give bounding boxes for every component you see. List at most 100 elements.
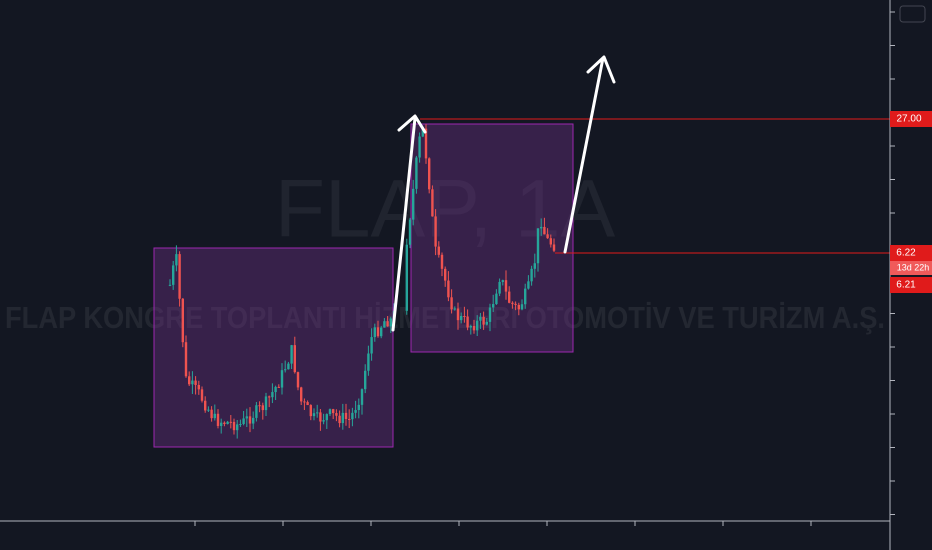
arrow — [563, 55, 616, 254]
candle-body — [546, 234, 549, 239]
candle-body — [332, 409, 335, 414]
candle-body — [255, 405, 258, 418]
price-label: 6.21 — [896, 280, 916, 291]
candle-body — [530, 268, 533, 282]
pattern-box — [410, 123, 574, 353]
countdown-bg — [890, 261, 932, 275]
price-label-bg — [890, 111, 932, 127]
candle-body — [181, 298, 184, 343]
countdown: 13d 22h — [897, 262, 930, 272]
candle-body — [415, 157, 418, 189]
candle-body — [312, 413, 316, 417]
candle-body — [527, 281, 530, 289]
candle-body — [239, 423, 242, 425]
candle-body — [293, 345, 296, 373]
candle-body — [492, 304, 495, 308]
candle-body — [245, 416, 248, 419]
candle-body — [188, 376, 191, 385]
candle-body — [322, 420, 325, 422]
candle-body — [341, 412, 344, 424]
candle-body — [543, 226, 546, 235]
candle-body — [268, 396, 271, 398]
candle-body — [482, 316, 485, 325]
candle-body — [191, 380, 194, 385]
candle-body — [488, 307, 492, 322]
candle-body — [463, 315, 466, 317]
price-label: 6.22 — [896, 248, 916, 259]
candle-body — [204, 400, 207, 411]
candle-body — [453, 308, 456, 310]
candle-body — [466, 316, 469, 328]
candle-body — [437, 246, 440, 255]
candle-body — [520, 304, 524, 310]
candle-body — [316, 412, 319, 414]
candle-body — [367, 353, 370, 371]
settings-button[interactable] — [899, 5, 926, 23]
candle-body — [172, 265, 175, 285]
candle-body — [261, 405, 264, 411]
candle-body — [335, 413, 338, 416]
candle-body — [383, 321, 386, 328]
arrows — [391, 55, 616, 332]
candle-body — [280, 370, 284, 388]
candle-body — [274, 386, 277, 393]
candle-body — [325, 414, 328, 421]
candle-body — [476, 320, 479, 331]
candle-body — [348, 418, 351, 420]
candle-body — [514, 303, 517, 305]
arrow — [391, 114, 427, 332]
candle-body — [168, 284, 172, 286]
candle-body — [232, 421, 236, 431]
candle-body — [552, 244, 556, 251]
candle-body — [264, 396, 268, 411]
candle-body — [408, 219, 412, 245]
candle-body — [309, 405, 312, 417]
candle-body — [226, 421, 229, 425]
candle-body — [287, 363, 290, 370]
candle-body — [511, 302, 514, 304]
candle-body — [450, 297, 453, 310]
candle-body — [220, 422, 223, 426]
candle-body — [504, 280, 508, 292]
candle-body — [456, 308, 460, 321]
candle-body — [472, 325, 476, 331]
candle-body — [501, 280, 504, 282]
candle-body — [236, 424, 239, 431]
candle-body — [549, 238, 552, 245]
candle-body — [360, 389, 364, 405]
candle-body — [351, 412, 354, 420]
candle-body — [357, 404, 360, 411]
price-label-bg — [890, 277, 932, 293]
candle-body — [498, 281, 501, 294]
candle-body — [469, 325, 472, 328]
candle-body — [479, 316, 482, 321]
watermark-symbol: FLAP, 1A — [275, 164, 616, 255]
candle-body — [290, 345, 293, 364]
candle-body — [376, 327, 380, 337]
candle-body — [460, 315, 463, 321]
pattern-box — [153, 247, 394, 448]
candle-body — [421, 128, 424, 137]
candle-body — [242, 418, 245, 424]
candle-body — [296, 372, 300, 388]
candle-body — [508, 291, 511, 303]
candle-body — [271, 392, 274, 398]
candle-body — [431, 189, 434, 217]
candle-body — [248, 416, 252, 424]
candle-body — [373, 327, 376, 338]
candle-body — [418, 136, 421, 158]
candle-body — [424, 128, 428, 159]
candle-body — [277, 386, 280, 388]
candles — [168, 124, 556, 439]
candle-body — [524, 288, 527, 305]
candle-body — [175, 254, 178, 266]
candle-body — [306, 402, 309, 406]
candle-body — [485, 321, 488, 325]
candle-body — [540, 226, 543, 229]
candle-body — [184, 342, 188, 377]
candle-body — [300, 387, 303, 402]
watermark-name: FLAP KONGRE TOPLANTI HİZMETLERİ OTOMOTİV… — [5, 300, 885, 335]
candle-body — [428, 158, 431, 190]
candle-body — [536, 228, 540, 264]
